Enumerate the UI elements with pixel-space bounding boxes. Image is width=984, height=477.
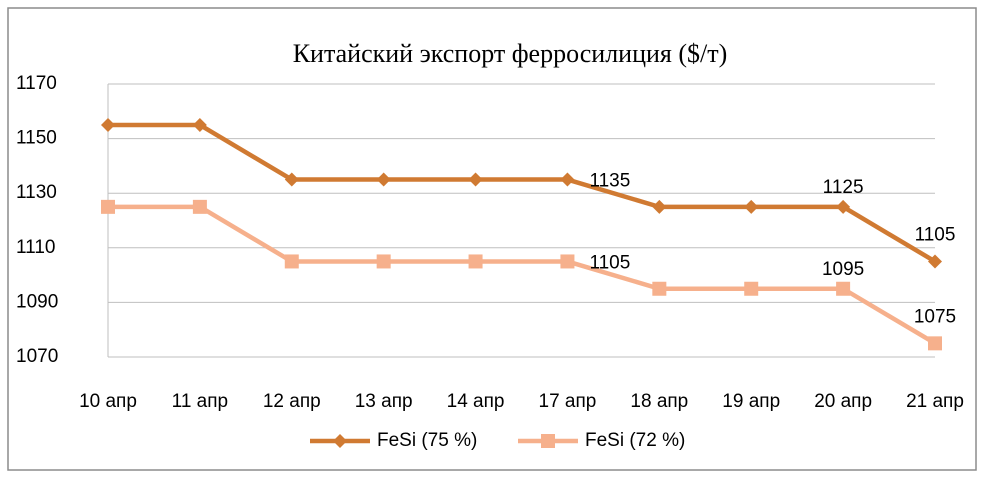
series-line — [108, 122, 937, 264]
x-tick-label: 11 апр — [172, 391, 228, 412]
legend-marker — [333, 434, 347, 448]
data-label: 1105 — [589, 252, 630, 273]
data-point — [468, 254, 483, 269]
x-tick-label: 13 апр — [355, 391, 413, 412]
y-tick-label: 1070 — [16, 346, 58, 367]
data-point — [560, 254, 575, 269]
data-label: 1075 — [914, 306, 956, 327]
data-label: 1105 — [915, 224, 956, 245]
data-point — [376, 172, 391, 187]
x-tick-label: 14 апр — [447, 391, 505, 412]
chart-frame — [7, 7, 977, 471]
x-tick-label: 21 апр — [906, 391, 964, 412]
data-point — [744, 199, 759, 214]
data-point — [192, 117, 207, 132]
data-point — [284, 172, 299, 187]
data-label: 1125 — [823, 177, 864, 198]
chart-title: Китайский экспорт ферросилиция ($/т) — [293, 39, 728, 68]
x-tick-label: 10 апр — [79, 391, 137, 412]
data-point — [192, 199, 207, 214]
y-tick-label: 1090 — [16, 291, 58, 312]
y-tick-label: 1150 — [16, 128, 57, 149]
data-point — [101, 117, 115, 132]
y-tick-label: 1110 — [16, 237, 55, 258]
x-tick-label: 12 апр — [263, 391, 321, 412]
data-point — [560, 172, 575, 187]
x-tick-label: 19 апр — [722, 391, 780, 412]
data-point — [468, 172, 483, 187]
data-point — [836, 281, 851, 296]
data-point — [744, 281, 759, 296]
data-point — [928, 336, 942, 351]
data-point — [652, 281, 667, 296]
x-tick-label: 17 апр — [539, 391, 597, 412]
data-label: 1135 — [589, 171, 630, 192]
y-tick-label: 1130 — [16, 182, 57, 203]
data-label: 1095 — [822, 259, 864, 280]
legend-marker — [541, 434, 555, 448]
legend-label: FeSi (72 %) — [585, 430, 685, 451]
legend-label: FeSi (75 %) — [377, 430, 477, 451]
data-point — [836, 199, 851, 214]
y-tick-label: 1170 — [16, 73, 57, 94]
x-tick-label: 18 апр — [630, 391, 688, 412]
series-line — [108, 204, 937, 346]
data-point — [284, 254, 299, 269]
data-point — [101, 199, 115, 214]
data-point — [652, 199, 667, 214]
x-tick-label: 20 апр — [814, 391, 872, 412]
data-point — [376, 254, 391, 269]
data-point — [928, 254, 942, 269]
